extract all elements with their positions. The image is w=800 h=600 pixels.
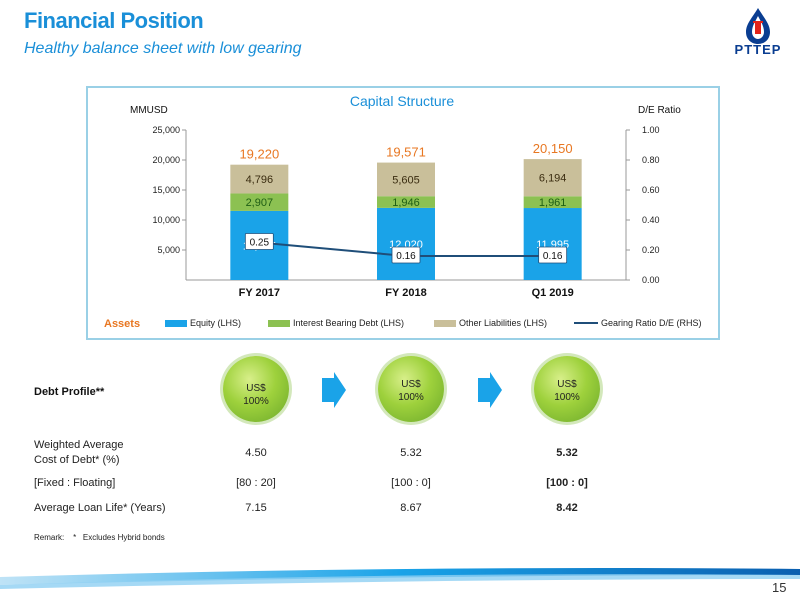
y-axis-label: MMUSD xyxy=(130,105,168,116)
bar-value-label: 4,796 xyxy=(246,174,274,186)
cost-of-debt-q12019: 5.32 xyxy=(556,447,578,459)
gearing-label-box xyxy=(538,246,568,264)
loan-life-fy2017: 7.15 xyxy=(245,502,267,514)
bar-segment xyxy=(230,164,289,194)
y2-tick-label: 0.20 xyxy=(642,245,660,255)
cost-of-debt-fy2017: 4.50 xyxy=(245,447,267,459)
currency-ball-fy2018-label: US$ 100% xyxy=(398,379,424,403)
legend-other-label: Other Liabilities (LHS) xyxy=(459,318,548,328)
arrow-right-icon xyxy=(322,372,346,408)
bar-value-label: 1,946 xyxy=(392,197,420,209)
arrow-right-icon xyxy=(478,372,502,408)
legend-equity-swatch xyxy=(165,319,187,327)
legend-other-swatch xyxy=(434,319,456,327)
fixed-floating-fy2018: [100 : 0] xyxy=(391,477,431,489)
remark-footnote: Remark: * Excludes Hybrid bonds xyxy=(34,533,165,542)
y2-tick-label: 0.60 xyxy=(642,185,660,195)
y-tick-label: 20,000 xyxy=(152,155,180,165)
legend-equity-label: Equity (LHS) xyxy=(190,318,242,328)
currency-ball-q12019 xyxy=(534,356,600,422)
y-tick-label: 10,000 xyxy=(152,215,180,225)
bar-segment xyxy=(523,208,582,280)
y-tick-label: 15,000 xyxy=(152,185,180,195)
bar-segment xyxy=(230,193,289,211)
gearing-value-label: 0.16 xyxy=(396,251,416,262)
bottom-wave-decoration xyxy=(0,568,800,589)
page-number: 15 xyxy=(772,580,787,595)
currency-ball-q12019-label: US$ 100% xyxy=(554,379,580,403)
page-subtitle: Healthy balance sheet with low gearing xyxy=(24,40,302,57)
legend-equity: Equity (LHS) xyxy=(165,318,241,328)
x-tick-label: FY 2017 xyxy=(239,287,280,299)
currency-ball-fy2018 xyxy=(378,356,444,422)
bar-total-label: 19,220 xyxy=(239,147,279,162)
legend-debt-label: Interest Bearing Debt (LHS) xyxy=(293,318,405,328)
y2-tick-label: 0.80 xyxy=(642,155,660,165)
bar-segment xyxy=(523,196,582,209)
gearing-value-label: 0.25 xyxy=(250,238,270,249)
fixed-floating-q12019: [100 : 0] xyxy=(546,477,588,489)
bar-value-label: 5,605 xyxy=(392,174,420,186)
loan-life-q12019: 8.42 xyxy=(556,502,578,514)
gearing-label-box xyxy=(391,246,421,264)
pttep-logo xyxy=(746,8,770,44)
page-title: Financial Position xyxy=(24,8,204,33)
legend-other: Other Liabilities (LHS) xyxy=(434,318,547,328)
currency-ball-fy2017 xyxy=(223,356,289,422)
y2-axis-label: D/E Ratio xyxy=(638,105,681,116)
currency-ball-fy2017-label: US$ 100% xyxy=(243,383,269,407)
bar-value-label: 6,194 xyxy=(539,173,567,185)
fixed-floating-fy2017: [80 : 20] xyxy=(236,477,276,489)
legend-gearing-label: Gearing Ratio D/E (RHS) xyxy=(601,318,702,328)
bar-segment xyxy=(523,159,582,197)
assets-label: Assets xyxy=(104,318,141,330)
legend-gearing: Gearing Ratio D/E (RHS) xyxy=(574,318,702,328)
legend-gearing-line xyxy=(574,322,598,324)
cost-of-debt-fy2018: 5.32 xyxy=(400,447,422,459)
bar-total-label: 19,571 xyxy=(386,145,426,160)
bar-total-label: 20,150 xyxy=(533,141,573,156)
row-label-loan-life: Average Loan Life* (Years) xyxy=(34,502,166,514)
legend-debt: Interest Bearing Debt (LHS) xyxy=(268,318,404,328)
bar-segment xyxy=(377,162,435,197)
bar-segment xyxy=(377,196,435,208)
legend-debt-swatch xyxy=(268,319,290,327)
bar-value-label: 2,907 xyxy=(246,197,274,209)
gearing-value-label: 0.16 xyxy=(543,251,563,262)
chart-title: Capital Structure xyxy=(350,93,454,109)
x-tick-label: Q1 2019 xyxy=(532,287,574,299)
y2-tick-label: 1.00 xyxy=(642,125,660,135)
y2-tick-label: 0.40 xyxy=(642,215,660,225)
y-tick-label: 5,000 xyxy=(157,245,180,255)
x-tick-label: FY 2018 xyxy=(385,287,426,299)
debt-profile-title: Debt Profile** xyxy=(34,386,105,398)
loan-life-fy2018: 8.67 xyxy=(400,502,422,514)
gearing-label-box xyxy=(244,233,274,250)
row-label-fixed-floating: [Fixed : Floating] xyxy=(34,477,116,489)
y-tick-label: 25,000 xyxy=(152,125,180,135)
bar-value-label: 1,961 xyxy=(539,197,567,209)
y2-tick-label: 0.00 xyxy=(642,275,660,285)
capital-structure-chart: Capital Structure MMUSD D/E Ratio 5,000 10,0… xyxy=(130,93,681,299)
logo-text: PTTEP xyxy=(734,42,782,57)
bar-segment xyxy=(377,207,435,280)
row-label-cost-of-debt: Weighted Average Cost of Debt* (%) xyxy=(34,439,124,466)
